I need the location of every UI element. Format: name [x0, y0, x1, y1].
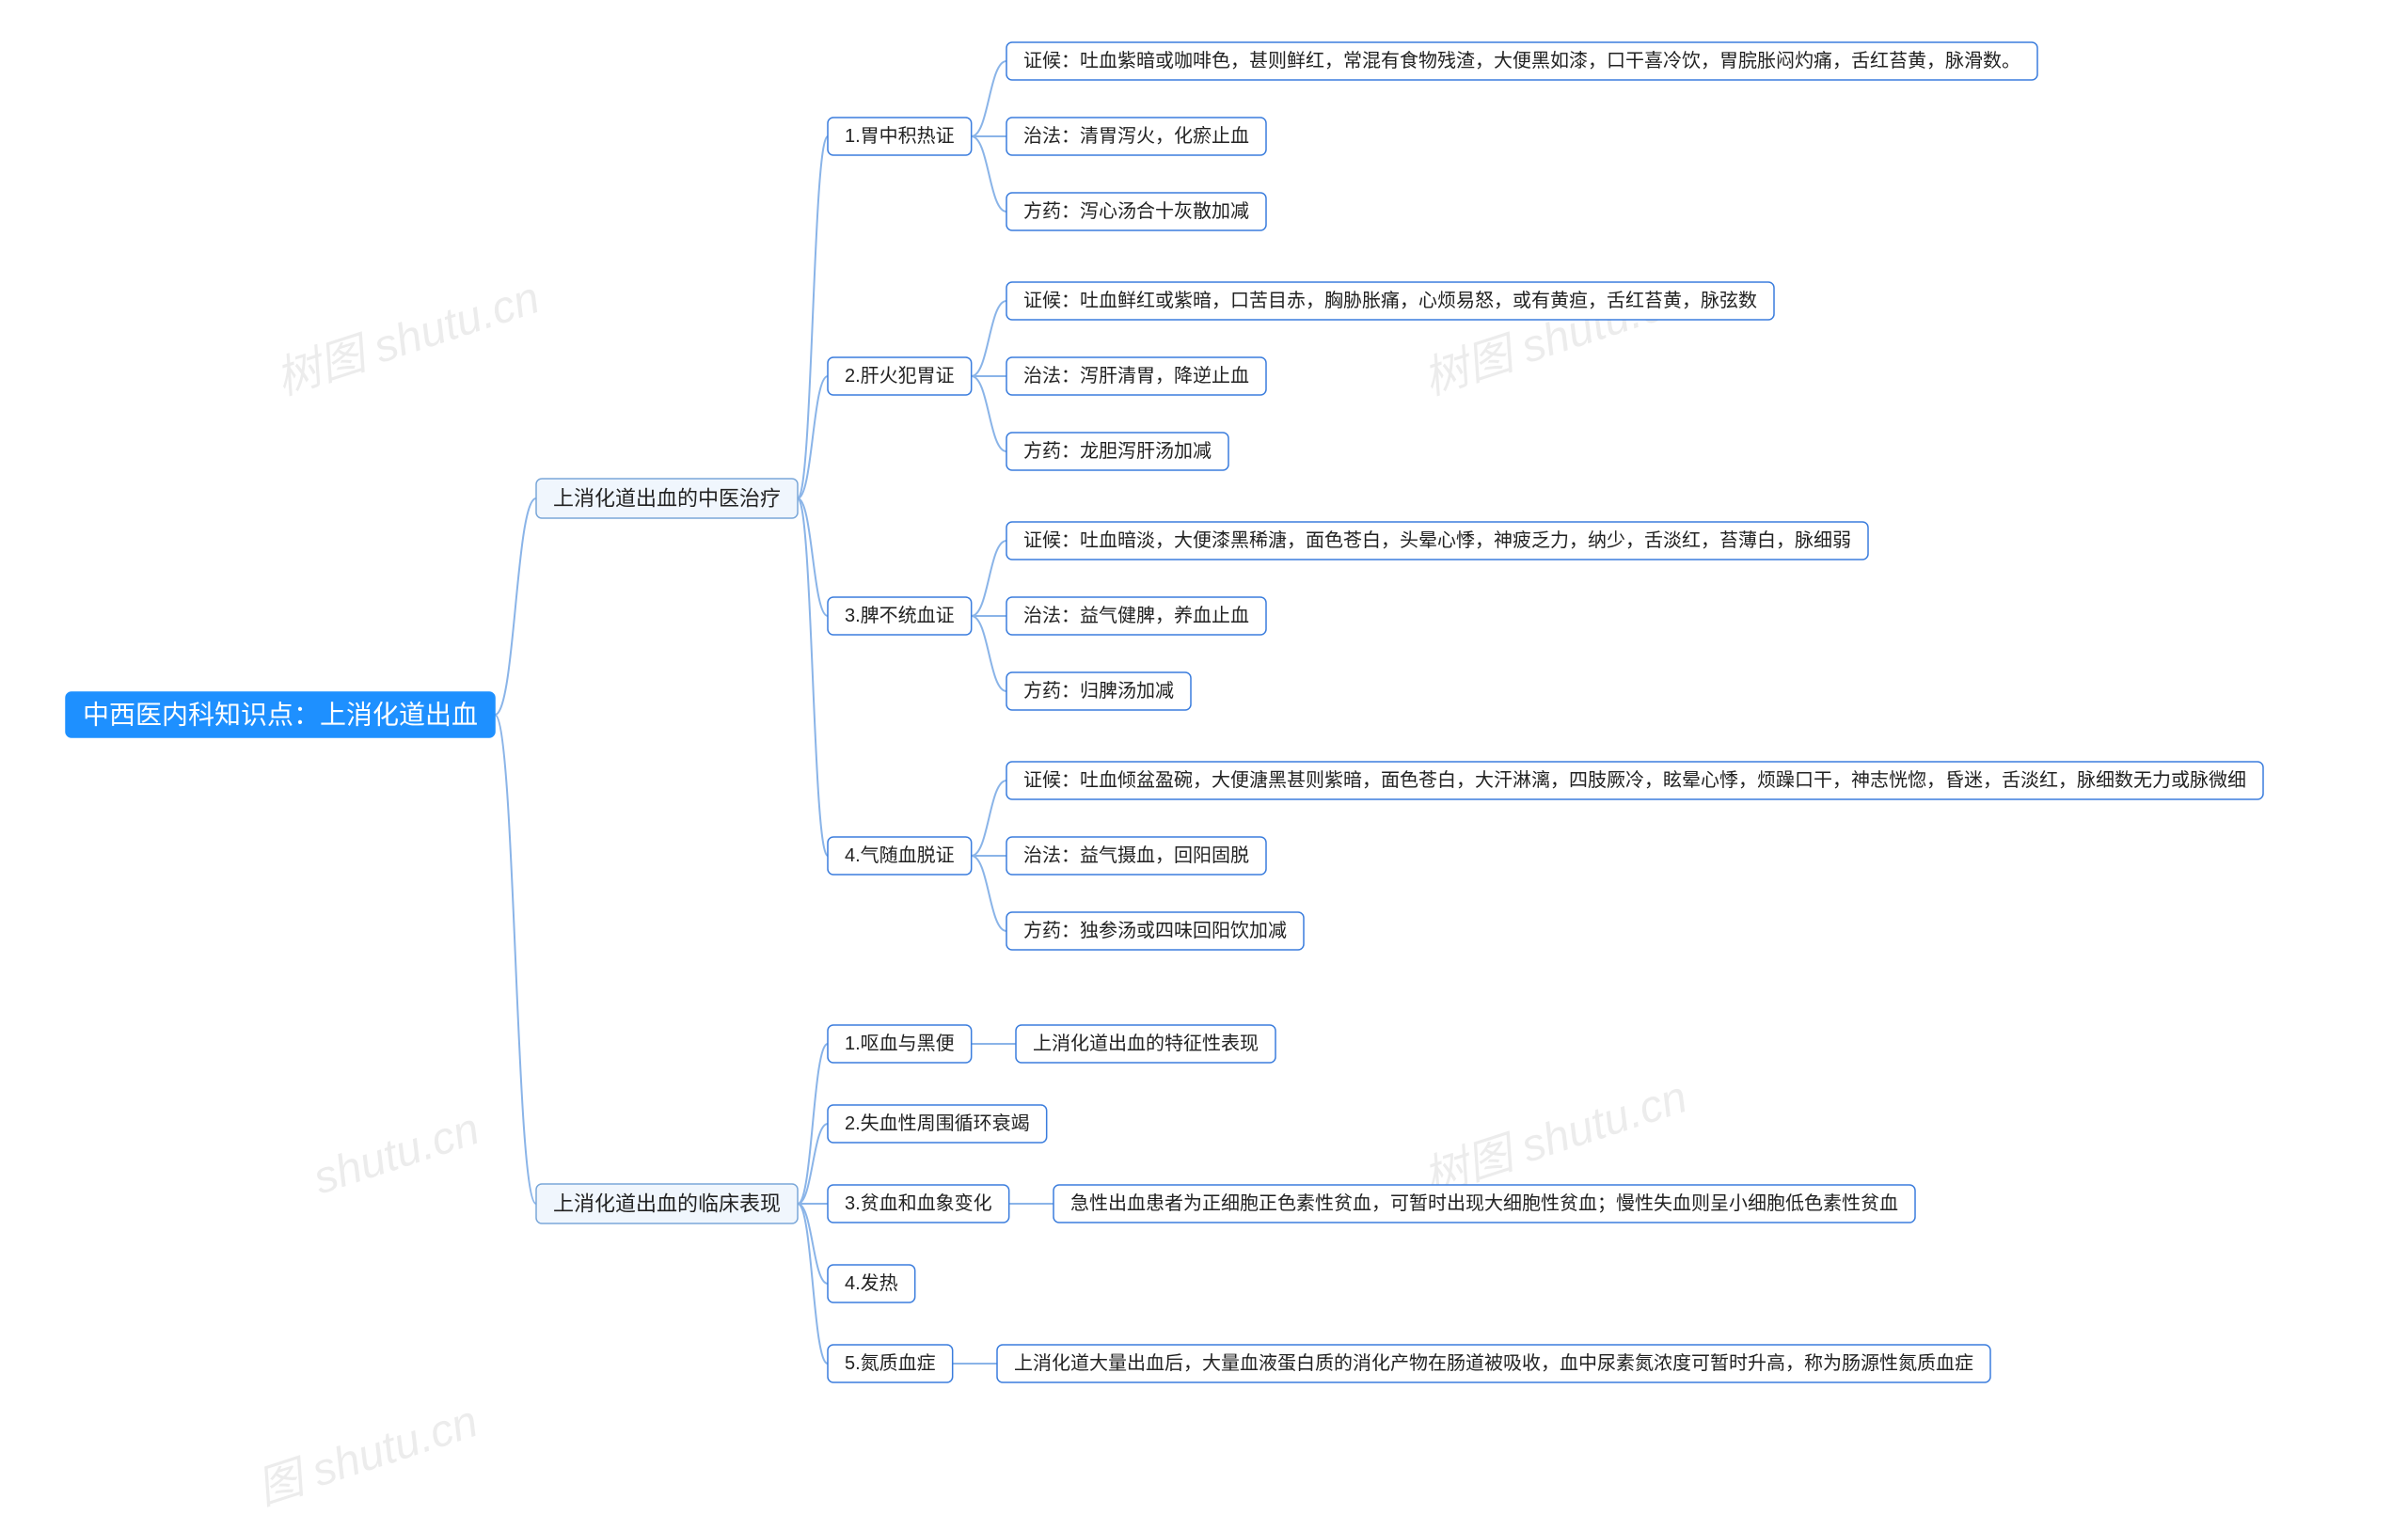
edge	[798, 1204, 828, 1364]
node-label: 1.呕血与黑便	[845, 1033, 955, 1054]
mindmap-node[interactable]: 治法：泻肝清胃，降逆止血	[1006, 357, 1266, 395]
mindmap-node[interactable]: 治法：清胃泻火，化瘀止血	[1006, 118, 1266, 155]
edge	[798, 1204, 828, 1284]
node-label: 急性出血患者为正细胞正色素性贫血，可暂时出现大细胞性贫血；慢性失血则呈小细胞低色…	[1070, 1192, 1898, 1214]
edge	[972, 61, 1006, 136]
mindmap-node[interactable]: 治法：益气摄血，回阳固脱	[1006, 837, 1266, 875]
node-label: 证候：吐血紫暗或咖啡色，甚则鲜红，常混有食物残渣，大便黑如漆，口干喜冷饮，胃脘胀…	[1023, 50, 2020, 71]
mindmap-node[interactable]: 证候：吐血紫暗或咖啡色，甚则鲜红，常混有食物残渣，大便黑如漆，口干喜冷饮，胃脘胀…	[1006, 42, 2037, 80]
edge	[495, 715, 536, 1204]
node-label: 治法：泻肝清胃，降逆止血	[1023, 365, 1249, 387]
watermark-layer: 树图 shutu.cn树图 shutu.cnshutu.cn树图 shutu.c…	[251, 273, 1693, 1514]
edge	[798, 1044, 828, 1204]
mindmap-node[interactable]: 证候：吐血暗淡，大便漆黑稀溏，面色苍白，头晕心悸，神疲乏力，纳少，舌淡红，苔薄白…	[1006, 522, 1868, 560]
mindmap-node[interactable]: 证候：吐血鲜红或紫暗，口苦目赤，胸胁胀痛，心烦易怒，或有黄疸，舌红苔黄，脉弦数	[1006, 282, 1774, 320]
mindmap-node[interactable]: 3.贫血和血象变化	[828, 1185, 1009, 1223]
mindmap-node[interactable]: 证候：吐血倾盆盈碗，大便溏黑甚则紫暗，面色苍白，大汗淋漓，四肢厥冷，眩晕心悸，烦…	[1006, 762, 2263, 799]
mindmap-node[interactable]: 2.失血性周围循环衰竭	[828, 1105, 1047, 1143]
mindmap-node[interactable]: 3.脾不统血证	[828, 597, 972, 635]
edge	[972, 376, 1006, 451]
edge	[495, 498, 536, 715]
edge	[972, 136, 1006, 212]
node-label: 证候：吐血鲜红或紫暗，口苦目赤，胸胁胀痛，心烦易怒，或有黄疸，舌红苔黄，脉弦数	[1023, 290, 1757, 311]
mindmap-node[interactable]: 上消化道大量出血后，大量血液蛋白质的消化产物在肠道被吸收，血中尿素氮浓度可暂时升…	[997, 1345, 1990, 1382]
mindmap-node[interactable]: 上消化道出血的临床表现	[536, 1184, 798, 1223]
mindmap-node[interactable]: 方药：独参汤或四味回阳饮加减	[1006, 912, 1304, 950]
node-label: 中西医内科知识点：上消化道出血	[83, 701, 478, 730]
edges-layer	[495, 61, 1054, 1364]
nodes-layer: 中西医内科知识点：上消化道出血 上消化道出血的中医治疗 1.胃中积热证 证候：吐血紫暗…	[66, 42, 2263, 1382]
node-label: 2.肝火犯胃证	[845, 365, 955, 387]
node-label: 证候：吐血倾盆盈碗，大便溏黑甚则紫暗，面色苍白，大汗淋漓，四肢厥冷，眩晕心悸，烦…	[1023, 769, 2246, 791]
edge	[972, 781, 1006, 856]
node-label: 治法：益气健脾，养血止血	[1023, 605, 1249, 626]
mindmap-node[interactable]: 中西医内科知识点：上消化道出血	[66, 692, 495, 737]
mindmap-node[interactable]: 1.呕血与黑便	[828, 1025, 972, 1063]
node-label: 5.氮质血症	[845, 1352, 936, 1374]
mindmap-node[interactable]: 方药：泻心汤合十灰散加减	[1006, 193, 1266, 230]
node-label: 3.脾不统血证	[845, 605, 955, 626]
mindmap-node[interactable]: 上消化道出血的中医治疗	[536, 479, 798, 518]
node-label: 1.胃中积热证	[845, 125, 955, 147]
mindmap-node[interactable]: 治法：益气健脾，养血止血	[1006, 597, 1266, 635]
node-label: 证候：吐血暗淡，大便漆黑稀溏，面色苍白，头晕心悸，神疲乏力，纳少，舌淡红，苔薄白…	[1023, 529, 1851, 551]
edge	[972, 616, 1006, 691]
edge	[972, 301, 1006, 376]
node-label: 上消化道出血的中医治疗	[553, 487, 781, 511]
node-label: 上消化道出血的临床表现	[553, 1192, 781, 1216]
node-label: 4.气随血脱证	[845, 844, 955, 866]
mindmap-node[interactable]: 方药：归脾汤加减	[1006, 672, 1191, 710]
node-label: 4.发热	[845, 1272, 898, 1294]
edge	[798, 376, 828, 498]
node-label: 上消化道出血的特征性表现	[1033, 1033, 1259, 1054]
edge	[972, 541, 1006, 616]
mindmap-node[interactable]: 4.发热	[828, 1265, 915, 1302]
node-label: 治法：清胃泻火，化瘀止血	[1023, 125, 1249, 147]
mindmap-node[interactable]: 2.肝火犯胃证	[828, 357, 972, 395]
edge	[798, 1124, 828, 1204]
node-label: 2.失血性周围循环衰竭	[845, 1113, 1030, 1134]
edge	[972, 856, 1006, 931]
mindmap-node[interactable]: 急性出血患者为正细胞正色素性贫血，可暂时出现大细胞性贫血；慢性失血则呈小细胞低色…	[1054, 1185, 1915, 1223]
watermark: 图 shutu.cn	[251, 1397, 483, 1514]
node-label: 方药：龙胆泻肝汤加减	[1023, 440, 1212, 462]
node-label: 3.贫血和血象变化	[845, 1192, 992, 1214]
watermark: shutu.cn	[308, 1104, 485, 1204]
node-label: 方药：归脾汤加减	[1023, 680, 1174, 702]
mindmap-node[interactable]: 方药：龙胆泻肝汤加减	[1006, 433, 1228, 470]
node-label: 治法：益气摄血，回阳固脱	[1023, 844, 1249, 866]
mindmap-node[interactable]: 上消化道出血的特征性表现	[1016, 1025, 1275, 1063]
mindmap-node[interactable]: 5.氮质血症	[828, 1345, 953, 1382]
mindmap-node[interactable]: 4.气随血脱证	[828, 837, 972, 875]
node-label: 上消化道大量出血后，大量血液蛋白质的消化产物在肠道被吸收，血中尿素氮浓度可暂时升…	[1014, 1352, 1973, 1374]
node-label: 方药：泻心汤合十灰散加减	[1023, 200, 1249, 222]
watermark: 树图 shutu.cn	[270, 273, 546, 404]
mindmap-node[interactable]: 1.胃中积热证	[828, 118, 972, 155]
node-label: 方药：独参汤或四味回阳饮加减	[1023, 920, 1287, 941]
